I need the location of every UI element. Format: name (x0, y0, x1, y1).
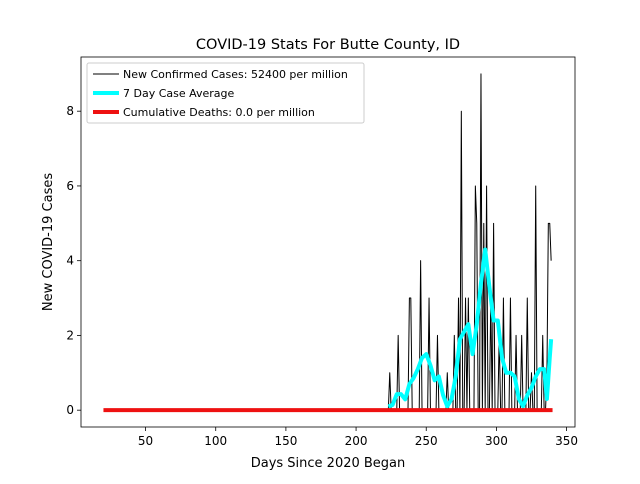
x-tick-label: 50 (138, 434, 153, 448)
x-tick-label: 200 (345, 434, 368, 448)
legend-label: 7 Day Case Average (123, 87, 235, 100)
x-tick-label: 350 (555, 434, 578, 448)
x-tick-label: 300 (485, 434, 508, 448)
y-tick-label: 2 (66, 328, 74, 342)
chart-title: COVID-19 Stats For Butte County, ID (196, 37, 460, 53)
y-tick-label: 0 (66, 403, 74, 417)
legend-label: New Confirmed Cases: 52400 per million (123, 68, 348, 81)
x-axis-label: Days Since 2020 Began (251, 456, 406, 471)
y-tick-label: 8 (66, 104, 74, 118)
y-tick-label: 6 (66, 179, 74, 193)
x-tick-label: 150 (274, 434, 297, 448)
legend: New Confirmed Cases: 52400 per million 7 … (86, 62, 365, 124)
y-axis-label: New COVID-19 Cases (41, 173, 56, 311)
x-tick-label: 100 (204, 434, 227, 448)
plot-frame (80, 56, 576, 428)
y-tick-label: 4 (66, 254, 74, 268)
series-line (387, 247, 554, 409)
legend-box (86, 62, 365, 124)
legend-label: Cumulative Deaths: 0.0 per million (123, 106, 315, 119)
x-tick-label: 250 (415, 434, 438, 448)
